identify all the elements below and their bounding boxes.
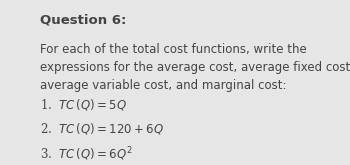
Text: Question 6:: Question 6: [40,13,127,26]
Text: For each of the total cost functions, write the
expressions for the average cost: For each of the total cost functions, wr… [40,43,350,92]
Text: 1.  $TC\,(Q) = 5Q$: 1. $TC\,(Q) = 5Q$ [40,97,127,112]
Text: 2.  $TC\,(Q) = 120 + 6Q$: 2. $TC\,(Q) = 120 + 6Q$ [40,121,164,136]
Text: 3.  $TC\,(Q) = 6Q^2$: 3. $TC\,(Q) = 6Q^2$ [40,145,133,163]
